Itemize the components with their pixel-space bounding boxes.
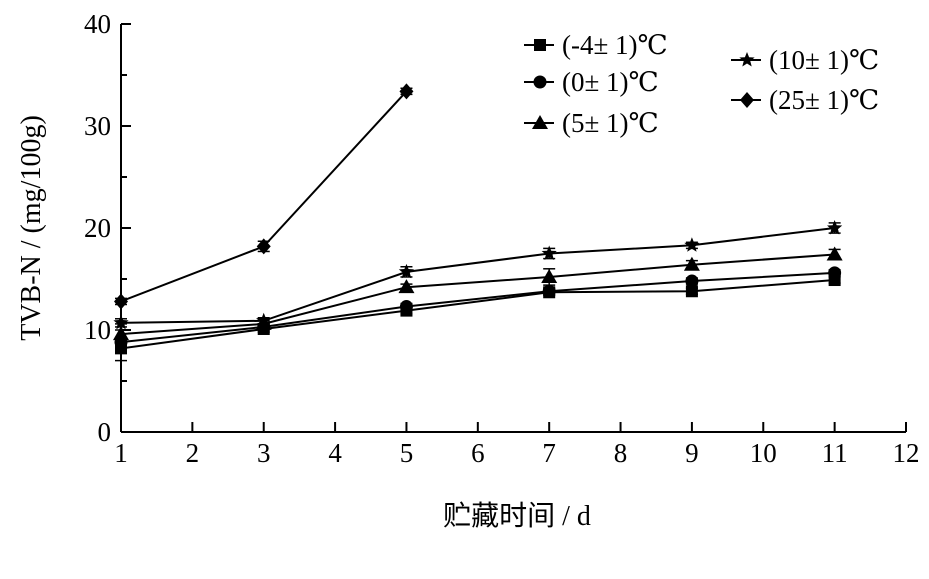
- square-marker: [534, 39, 546, 51]
- series-line-circle: [120, 271, 835, 344]
- triangle-marker: [113, 326, 129, 341]
- y-tick-label: 40: [84, 9, 111, 39]
- diamond-marker: [399, 83, 414, 100]
- triangle-marker: [683, 256, 700, 271]
- x-axis-label: 贮藏时间 / d: [443, 500, 591, 532]
- x-tick-label: 4: [328, 438, 342, 468]
- circle-marker: [542, 284, 556, 298]
- circle-marker: [685, 274, 699, 288]
- x-tick-label: 3: [257, 438, 271, 468]
- triangle-marker: [532, 115, 548, 129]
- star-marker: [256, 312, 272, 328]
- series-line-diamond: [120, 90, 408, 303]
- circle-marker: [399, 300, 413, 314]
- diamond-marker: [114, 293, 128, 310]
- legend-item-diamond: (25± 1)℃: [731, 85, 879, 115]
- triangle-marker: [826, 246, 843, 261]
- series-line-star: [120, 227, 835, 324]
- y-tick-label: 0: [98, 417, 112, 447]
- star-marker: [113, 314, 129, 330]
- x-tick-label: 5: [400, 438, 414, 468]
- legend-label: (-4± 1)℃: [562, 30, 668, 60]
- series-star: [113, 220, 843, 330]
- legend-item-star: (10± 1)℃: [731, 45, 879, 75]
- series-line-square: [120, 279, 835, 350]
- diamond-marker: [740, 92, 754, 108]
- x-tick-label: 7: [542, 438, 556, 468]
- star-marker: [398, 263, 415, 279]
- x-tick-label: 1: [114, 438, 128, 468]
- legend-item-triangle: (5± 1)℃: [524, 108, 659, 138]
- star-marker: [684, 237, 700, 252]
- x-tick-label: 2: [186, 438, 200, 468]
- x-tick-label: 12: [893, 438, 920, 468]
- y-axis-ticks: 0 10 20 30 40: [84, 9, 131, 447]
- legend-item-circle: (0± 1)℃: [524, 67, 659, 97]
- x-tick-label: 6: [471, 438, 485, 468]
- legend-label: (25± 1)℃: [769, 85, 879, 115]
- x-tick-label: 8: [614, 438, 628, 468]
- legend-item-square: (-4± 1)℃: [524, 30, 668, 60]
- series-layer: [113, 83, 843, 362]
- x-tick-label: 10: [750, 438, 777, 468]
- legend-label: (10± 1)℃: [769, 45, 879, 75]
- y-axis-label: TVB-N / (mg/100g): [16, 115, 47, 341]
- star-marker: [541, 245, 557, 260]
- diamond-marker: [256, 238, 271, 255]
- y-tick-label: 20: [84, 213, 111, 243]
- legend: (-4± 1)℃ (0± 1)℃ (5± 1)℃ (10± 1)℃ (25± 1)℃: [524, 30, 879, 138]
- series-triangle: [113, 246, 843, 341]
- y-tick-label: 30: [84, 111, 111, 141]
- series-square: [115, 274, 841, 355]
- star-marker: [739, 52, 755, 67]
- series-circle: [114, 266, 842, 362]
- series-line-triangle: [120, 253, 835, 336]
- series-diamond: [114, 83, 414, 310]
- x-tick-label: 9: [685, 438, 699, 468]
- x-axis-ticks: 1 2 3 4 5 6 7 8 9 10 11 12: [114, 422, 920, 468]
- triangle-marker: [541, 268, 558, 283]
- star-marker: [827, 220, 843, 235]
- y-tick-label: 10: [84, 315, 111, 345]
- circle-marker: [533, 75, 547, 89]
- square-marker: [685, 285, 698, 298]
- legend-label: (0± 1)℃: [562, 67, 659, 97]
- triangle-marker: [398, 279, 415, 294]
- x-tick-label: 11: [822, 438, 848, 468]
- circle-marker: [828, 266, 842, 280]
- legend-label: (5± 1)℃: [562, 108, 659, 138]
